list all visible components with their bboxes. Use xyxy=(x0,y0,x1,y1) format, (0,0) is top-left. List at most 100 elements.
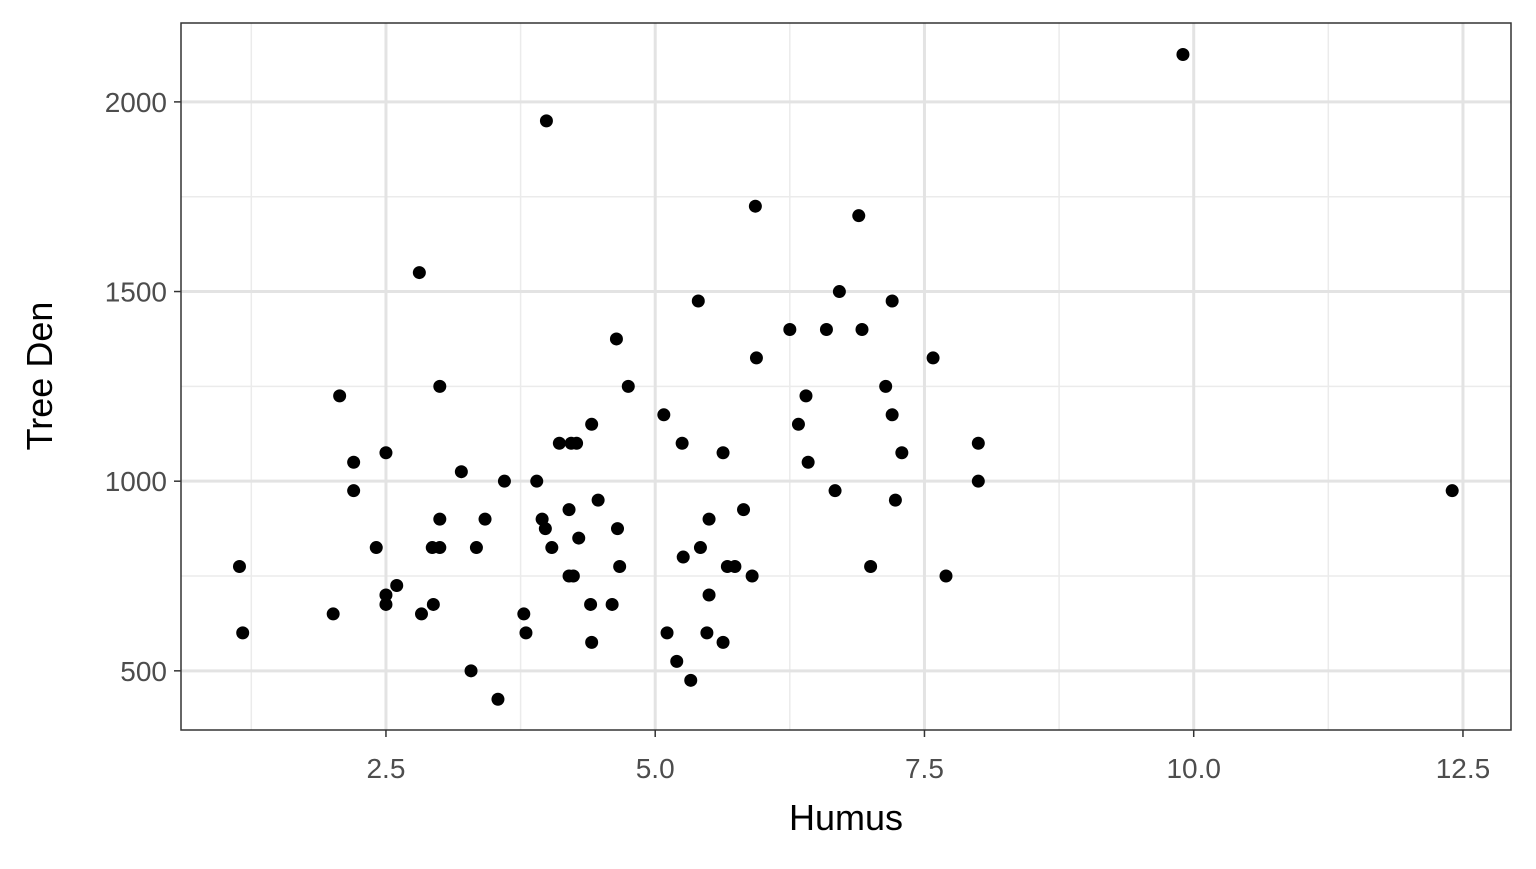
point xyxy=(939,569,953,583)
point xyxy=(1176,47,1190,61)
point xyxy=(236,626,250,640)
point xyxy=(702,512,716,526)
point xyxy=(570,436,584,450)
point xyxy=(585,417,599,431)
point xyxy=(832,285,846,299)
point xyxy=(552,436,566,450)
point xyxy=(971,436,985,450)
point xyxy=(379,446,393,460)
point xyxy=(613,560,627,574)
point xyxy=(1445,484,1459,498)
point xyxy=(611,522,625,536)
point xyxy=(855,322,869,336)
point xyxy=(390,578,404,592)
points xyxy=(232,47,1459,706)
point xyxy=(530,474,544,488)
point xyxy=(801,455,815,469)
point xyxy=(971,474,985,488)
x-tick-label: 12.5 xyxy=(1436,753,1491,784)
point xyxy=(716,635,730,649)
point xyxy=(879,379,893,393)
point xyxy=(728,560,742,574)
point xyxy=(702,588,716,602)
point xyxy=(454,465,468,479)
tick-labels: 2.5 5.0 7.5 10.0 12.5 500 1000 1500 2000 xyxy=(105,87,1491,784)
point xyxy=(621,379,635,393)
point xyxy=(605,597,619,611)
x-tick-label: 7.5 xyxy=(905,753,944,784)
point xyxy=(748,199,762,213)
point xyxy=(895,446,909,460)
point xyxy=(885,294,899,308)
x-tick-label: 2.5 xyxy=(366,753,405,784)
point xyxy=(379,597,393,611)
point xyxy=(716,446,730,460)
point xyxy=(538,522,552,536)
point xyxy=(819,322,833,336)
point xyxy=(433,541,447,555)
point xyxy=(347,484,361,498)
point xyxy=(852,209,866,223)
point xyxy=(737,503,751,517)
point xyxy=(584,597,598,611)
point xyxy=(749,351,763,365)
point xyxy=(591,493,605,507)
point xyxy=(566,569,580,583)
point xyxy=(426,597,440,611)
point xyxy=(676,550,690,564)
point xyxy=(609,332,623,346)
point xyxy=(926,351,940,365)
point xyxy=(675,436,689,450)
point xyxy=(545,541,559,555)
y-tick-label: 2000 xyxy=(105,87,167,118)
point xyxy=(326,607,340,621)
y-tick-label: 1500 xyxy=(105,277,167,308)
point xyxy=(412,266,426,280)
point xyxy=(791,417,805,431)
point xyxy=(700,626,714,640)
panel-border xyxy=(180,22,1512,731)
point xyxy=(657,408,671,422)
point xyxy=(369,541,383,555)
point xyxy=(693,541,707,555)
point xyxy=(864,560,878,574)
point xyxy=(433,379,447,393)
point xyxy=(572,531,586,545)
point xyxy=(585,635,599,649)
point xyxy=(232,560,246,574)
point xyxy=(347,455,361,469)
point xyxy=(469,541,483,555)
point xyxy=(691,294,705,308)
y-tick-label: 1000 xyxy=(105,466,167,497)
point xyxy=(433,512,447,526)
point xyxy=(885,408,899,422)
point xyxy=(333,389,347,403)
x-axis-title: Humus xyxy=(789,797,903,838)
point xyxy=(497,474,511,488)
point xyxy=(828,484,842,498)
y-axis-title: Tree Den xyxy=(19,302,60,451)
point xyxy=(783,322,797,336)
x-tick-label: 10.0 xyxy=(1166,753,1221,784)
grid xyxy=(181,23,1511,730)
point xyxy=(478,512,492,526)
point xyxy=(670,654,684,668)
y-tick-label: 500 xyxy=(120,656,167,687)
x-tick-label: 5.0 xyxy=(636,753,675,784)
point xyxy=(517,607,531,621)
point xyxy=(799,389,813,403)
point xyxy=(539,114,553,128)
point xyxy=(888,493,902,507)
point xyxy=(745,569,759,583)
point xyxy=(414,607,428,621)
point xyxy=(519,626,533,640)
point xyxy=(491,692,505,706)
point xyxy=(464,664,478,678)
point xyxy=(379,588,393,602)
point xyxy=(660,626,674,640)
point xyxy=(684,673,698,687)
point xyxy=(562,503,576,517)
